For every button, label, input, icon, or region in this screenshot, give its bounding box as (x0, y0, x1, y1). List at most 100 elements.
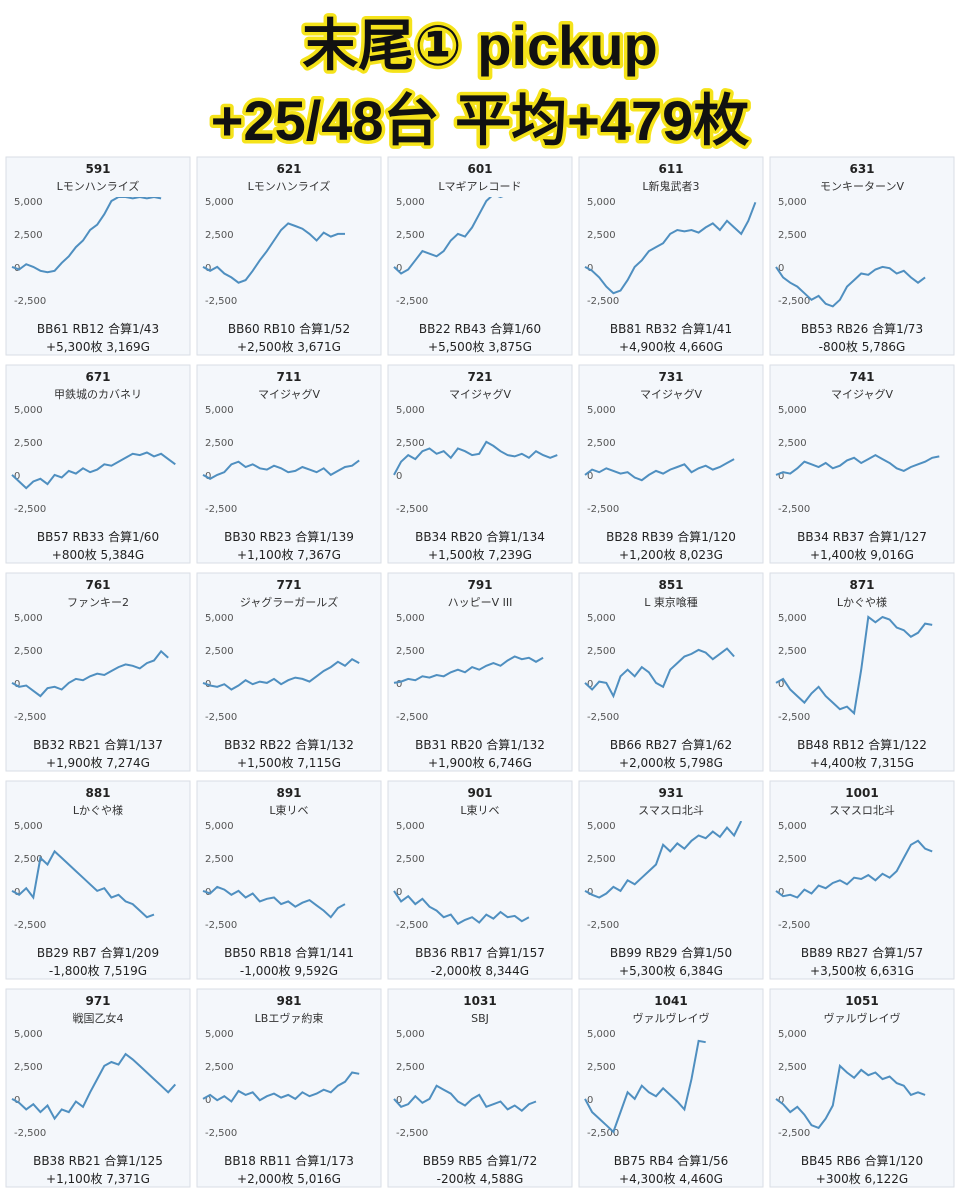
machine-name: Lモンハンライズ (57, 179, 140, 193)
card-bg (387, 572, 573, 772)
y-tick-label: 0 (587, 1095, 593, 1106)
card-bg (578, 780, 764, 980)
y-tick-label: 0 (587, 263, 593, 274)
stats: BB30 RB23 合算1/139 (224, 529, 354, 544)
stats: +1,500枚 7,239G (428, 547, 532, 562)
line (202, 459, 360, 480)
chart-card: 731 マイジャグV 5,000 2,500 0 -2,500 BB28 RB39 合算1/… (578, 364, 764, 564)
y-tick-label: 2,500 (14, 438, 43, 449)
machine-number: 621 (276, 162, 301, 176)
header-title: +25/48台 平均+479枚 (211, 89, 750, 152)
y-tick-label: 5,000 (396, 1029, 425, 1040)
y-tick-label: 0 (205, 263, 211, 274)
machine-name: Lマギアレコード (438, 180, 521, 193)
stats: BB48 RB12 合算1/122 (797, 737, 927, 752)
stats: BB36 RB17 合算1/157 (415, 945, 545, 960)
y-tick-label: 5,000 (14, 197, 43, 208)
y-tick-label: 5,000 (778, 197, 807, 208)
card-bg (578, 364, 764, 564)
machine-name: L 東京喰種 (644, 595, 698, 609)
stats: BB59 RB5 合算1/72 (423, 1153, 538, 1168)
stats: BB18 RB11 合算1/173 (224, 1153, 354, 1168)
machine-number: 881 (85, 786, 110, 800)
stats: +1,900枚 7,274G (46, 755, 150, 770)
machine-number: 711 (276, 370, 301, 384)
machine-number: 901 (467, 786, 492, 800)
stats: BB28 RB39 合算1/120 (606, 529, 736, 544)
machine-name: LBエヴァ約束 (255, 1011, 324, 1025)
y-tick-label: 2,500 (205, 230, 234, 241)
chart-card: 851 L 東京喰種 5,000 2,500 0 -2,500 BB66 RB27 合算1/… (578, 572, 764, 772)
stats: +2,500枚 3,671G (237, 339, 341, 354)
line (393, 440, 558, 476)
y-tick-label: 2,500 (205, 646, 234, 657)
card-bg (578, 988, 764, 1188)
y-tick-label: 2,500 (14, 854, 43, 865)
machine-number: 731 (658, 370, 683, 384)
y-tick-label: -2,500 (396, 296, 428, 307)
chart-card: 1001 スマスロ北斗 5,000 2,500 0 -2,500 BB89 RB27 合算1… (769, 780, 955, 980)
machine-number: 791 (467, 578, 492, 592)
card-bg (5, 572, 191, 772)
chart-card: 901 L東リベ 5,000 2,500 0 -2,500 BB36 RB17 合算1/15… (387, 780, 573, 980)
line (393, 890, 530, 926)
chart-card: 631 モンキーターンV 5,000 2,500 0 -2,500 BB53 RB26 合算… (769, 156, 955, 356)
card-bg (387, 364, 573, 564)
y-tick-label: -2,500 (14, 504, 46, 515)
y-tick-label: 2,500 (587, 230, 616, 241)
line (584, 1039, 706, 1134)
chart-card: 1031 SBJ 5,000 2,500 0 -2,500 BB59 RB5 合算1/72 -… (387, 988, 573, 1188)
y-tick-label: 5,000 (14, 405, 43, 416)
line (775, 615, 933, 716)
stats: BB81 RB32 合算1/41 (610, 321, 732, 336)
card-bg (769, 988, 955, 1188)
y-tick-label: -2,500 (14, 712, 46, 723)
y-tick-label: 0 (14, 679, 20, 690)
y-tick-label: 2,500 (14, 1062, 43, 1073)
machine-name: マイジャグV (640, 387, 702, 401)
card-bg (387, 988, 573, 1188)
stats: +1,500枚 7,115G (237, 755, 341, 770)
y-tick-label: 2,500 (396, 854, 425, 865)
y-tick-label: 5,000 (587, 613, 616, 624)
stats: BB53 RB26 合算1/73 (801, 321, 923, 336)
y-tick-label: -2,500 (205, 920, 237, 931)
machine-name: Lかぐや様 (837, 595, 887, 609)
y-tick-label: 5,000 (396, 821, 425, 832)
y-tick-label: 5,000 (396, 613, 425, 624)
y-tick-label: 2,500 (587, 854, 616, 865)
y-tick-label: -2,500 (396, 504, 428, 515)
machine-number: 1001 (845, 786, 878, 800)
machine-name: マイジャグV (258, 387, 320, 401)
card-bg (5, 988, 191, 1188)
card-bg (387, 780, 573, 980)
y-tick-label: 0 (778, 471, 784, 482)
stats: +1,100枚 7,371G (46, 1171, 150, 1186)
stats: BB75 RB4 合算1/56 (614, 1153, 729, 1168)
machine-number: 721 (467, 370, 492, 384)
machine-name: スマスロ北斗 (829, 804, 895, 817)
card-bg (5, 156, 191, 356)
y-tick-label: 0 (14, 1095, 20, 1106)
y-tick-label: -2,500 (205, 1128, 237, 1139)
y-tick-label: -2,500 (14, 1128, 46, 1139)
y-tick-label: -2,500 (205, 296, 237, 307)
y-tick-label: 2,500 (778, 230, 807, 241)
line (584, 201, 757, 295)
line (11, 1052, 177, 1121)
y-tick-label: -2,500 (778, 712, 810, 723)
card-bg (196, 364, 382, 564)
line (202, 222, 345, 284)
chart-card: 881 Lかぐや様 5,000 2,500 0 -2,500 BB29 RB7 合算1/20… (5, 780, 191, 980)
y-tick-label: 2,500 (396, 646, 425, 657)
header-title: 末尾① pickup (302, 14, 657, 77)
stats: BB50 RB18 合算1/141 (224, 945, 354, 960)
y-tick-label: -2,500 (587, 504, 619, 515)
stats: -2,000枚 8,344G (431, 963, 529, 978)
machine-number: 851 (658, 578, 683, 592)
stats: BB60 RB10 合算1/52 (228, 321, 350, 336)
y-tick-label: 2,500 (396, 1062, 425, 1073)
y-tick-label: -2,500 (396, 920, 428, 931)
stats: +1,900枚 6,746G (428, 755, 532, 770)
y-tick-label: 5,000 (396, 405, 425, 416)
